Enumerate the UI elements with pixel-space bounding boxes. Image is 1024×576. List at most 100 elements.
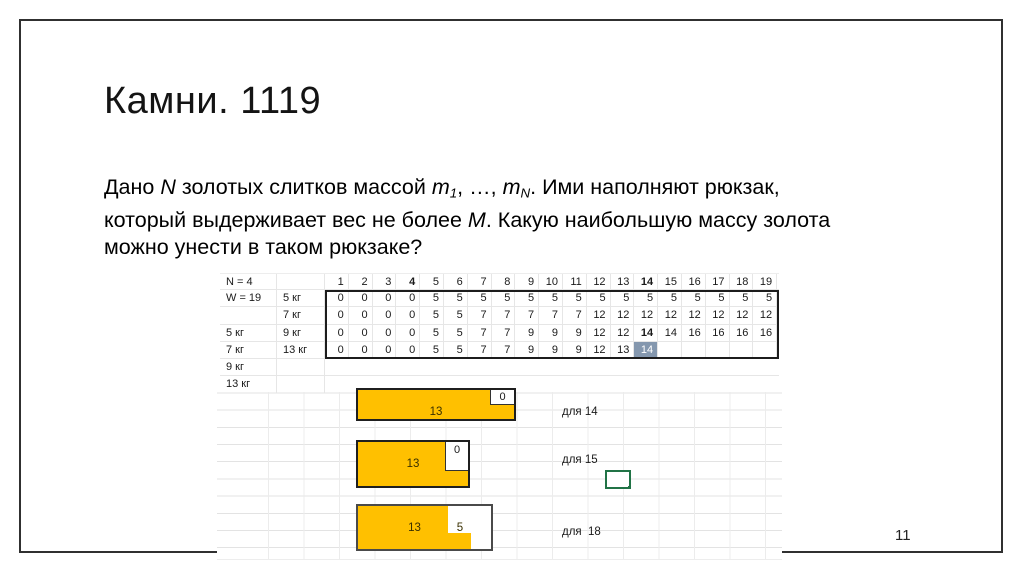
col-header: 8 (492, 274, 516, 290)
cell: 14 (658, 324, 682, 341)
cell (277, 274, 325, 290)
cell: 9 (539, 341, 563, 358)
cell: 0 (325, 341, 349, 358)
cell: 5 (492, 290, 516, 307)
text-run: . Какую наибольшую массу золота (485, 207, 831, 232)
slide-title: Камни. 1119 (104, 80, 322, 122)
text-run: . Ими наполняют рюкзак, (530, 175, 780, 199)
col-header: 19 (753, 274, 778, 290)
bar-notch-value: 0 (445, 442, 468, 471)
bar-label-for-18: для 18 (562, 526, 601, 538)
row-label: 5 кг (220, 324, 277, 341)
table-row: 9 кг (220, 359, 779, 377)
cell: 0 (349, 307, 373, 324)
problem-statement: Дано N золотых слитков массой m1, …, mN.… (104, 174, 944, 262)
bar-secondary-value: 5 (456, 521, 464, 534)
bar-orange-segment (358, 506, 448, 549)
col-header: 12 (587, 274, 611, 290)
cell: 5 (420, 324, 444, 341)
cell (658, 341, 682, 358)
cell: 16 (730, 324, 754, 341)
text-run: можно унести в таком рюкзаке? (104, 235, 423, 260)
cell: 7 (468, 307, 492, 324)
cell: 7 (515, 307, 540, 324)
bar-value: 13 (408, 521, 421, 534)
bar-value: 13 (429, 406, 443, 418)
cell: 5 (420, 341, 444, 358)
cell: 5 (444, 324, 468, 341)
cell: 5 (587, 290, 611, 307)
cell: 5 (563, 290, 587, 307)
col-header: 10 (539, 274, 563, 290)
cell: 0 (349, 341, 373, 358)
table-header-row: N = 4 1 2 3 4 5 6 7 8 9 10 11 12 13 14 15 16 17 18 19 (220, 273, 779, 291)
text-run: который выдерживает вес не более (104, 207, 468, 232)
dp-table: N = 4 1 2 3 4 5 6 7 8 9 10 11 12 13 14 15 16 17 18 19 W = 1… (217, 271, 782, 394)
cell: 0 (349, 324, 373, 341)
row-label: 5 кг (277, 290, 325, 307)
corner-label: N = 4 (220, 274, 277, 290)
cell: 0 (373, 324, 397, 341)
problem-line-1: Дано N золотых слитков массой m1, …, mN.… (104, 174, 944, 207)
col-header: 17 (706, 274, 730, 290)
cell: 5 (468, 290, 492, 307)
cell (753, 341, 778, 358)
problem-line-3: можно унести в таком рюкзаке? (104, 234, 944, 262)
math-var-m1: m (431, 175, 450, 199)
col-header: 13 (611, 274, 635, 290)
row-label: 13 кг (277, 341, 325, 358)
cell: 9 (563, 341, 587, 358)
cell: 5 (658, 290, 682, 307)
cell: 12 (682, 307, 706, 324)
cell: 9 (515, 341, 540, 358)
bar-value: 13 (406, 458, 420, 470)
col-header: 9 (515, 274, 540, 290)
cell: 14 (634, 324, 659, 341)
row-label: 9 кг (277, 324, 325, 341)
highlighted-cell: 14 (634, 341, 659, 358)
cell: 5 (539, 290, 563, 307)
cell: 12 (587, 324, 611, 341)
cell: 5 (444, 307, 468, 324)
cell: 12 (658, 307, 682, 324)
cell: 12 (611, 307, 635, 324)
cell: 5 (753, 290, 778, 307)
row-label: 13 кг (220, 376, 277, 394)
selected-cell-outline (605, 470, 631, 489)
table-row: 7 кг 0 0 0 0 5 5 7 7 7 7 7 12 12 12 12 12 12 12 12 (220, 307, 779, 325)
cell (730, 341, 754, 358)
cell: 0 (325, 307, 349, 324)
cell: 0 (373, 341, 397, 358)
spreadsheet-screenshot: N = 4 1 2 3 4 5 6 7 8 9 10 11 12 13 14 15 16 17 18 19 W = 1… (217, 271, 782, 560)
table-row: W = 19 5 кг 0 0 0 0 5 5 5 5 5 5 5 5 5 5 5 5 5 5 5 (220, 290, 779, 308)
cell (682, 341, 706, 358)
row-label: 9 кг (220, 359, 277, 376)
cell: 5 (611, 290, 635, 307)
cell: 7 (492, 324, 516, 341)
col-header: 4 (396, 274, 421, 290)
math-var-mn: m (502, 175, 521, 199)
cell: 5 (682, 290, 706, 307)
cell: 12 (634, 307, 659, 324)
bar-chart-for-18: 13 5 (356, 504, 493, 551)
bar-chart-for-15: 0 13 (356, 440, 470, 488)
cell: 16 (706, 324, 730, 341)
cell: 7 (563, 307, 587, 324)
table-row: 5 кг 9 кг 0 0 0 0 5 5 7 7 9 9 9 12 12 14 14 16 16 16 16 (220, 324, 779, 342)
cell: 0 (349, 290, 373, 307)
col-header: 1 (325, 274, 349, 290)
col-header: 2 (349, 274, 373, 290)
cell: 12 (611, 324, 635, 341)
cell: 0 (325, 290, 349, 307)
cell: 7 (492, 341, 516, 358)
math-var-m-cap: M (467, 207, 486, 232)
cell: 16 (753, 324, 778, 341)
cell: 16 (682, 324, 706, 341)
cell (706, 341, 730, 358)
problem-line-2: который выдерживает вес не более M. Каку… (104, 207, 944, 235)
text-run: Дано (104, 175, 161, 199)
cell: 12 (706, 307, 730, 324)
cell: 5 (634, 290, 659, 307)
cell: 0 (396, 290, 421, 307)
col-header: 3 (373, 274, 397, 290)
